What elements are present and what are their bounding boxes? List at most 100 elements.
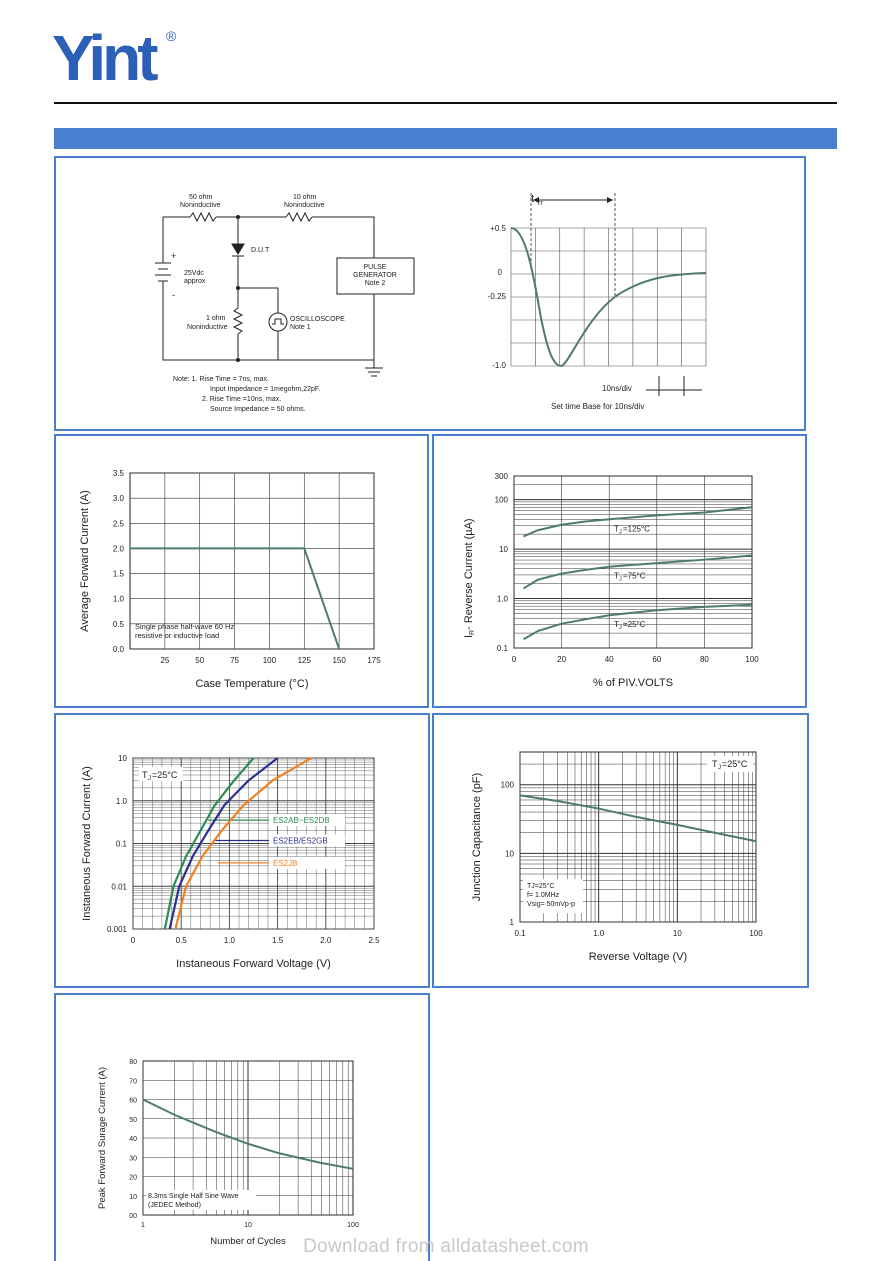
annotation-line2: resistive or inductive load	[135, 631, 219, 640]
y-axis-title-sub: R	[469, 630, 476, 635]
x-tick-label: 0	[512, 655, 517, 664]
y-tick-label: 300	[495, 472, 509, 481]
note-line1: Note: 1. Rise Time = 7ns, max.	[173, 376, 269, 383]
note-line-2: Vsig= 50mVp-p	[527, 901, 575, 908]
y-tick-label: 10	[505, 849, 514, 858]
r2-label: 10 ohm	[293, 194, 317, 201]
trr-panel: 50 ohm Noninductive 10 ohm Noninductive …	[54, 156, 806, 431]
x-tick-label: 1	[141, 1222, 145, 1229]
y-axis-title: Average Forward Current (A)	[79, 490, 91, 632]
trr-sub: rr	[538, 200, 543, 207]
surge-chart: 00 10 20 30 40 50 60 70 80 1 10 100 8.3ms Single Hal…	[97, 1059, 359, 1247]
legend-rest: =25°C	[722, 759, 748, 769]
x-tick-label: 100	[749, 929, 763, 938]
x-tick-label: 0.5	[176, 936, 188, 945]
y-axis-title-rest: - Reverse Current (µA)	[463, 518, 475, 629]
x-tick-label: 10	[673, 929, 682, 938]
x-tick-label: 40	[605, 655, 614, 664]
battery-sub: approx	[184, 278, 206, 285]
x-tick-label: 100	[263, 656, 277, 665]
tj-label-bg	[139, 767, 183, 781]
y-tick-label: 0.5	[113, 620, 125, 629]
y-tick-label: 0.001	[107, 925, 128, 934]
series-label-main-1: T	[614, 572, 619, 581]
y-tick-label: 10	[118, 754, 127, 763]
y-tick-label: 0.1	[497, 644, 509, 653]
trr-circuit-diagram: 50 ohm Noninductive 10 ohm Noninductive …	[155, 194, 415, 413]
notes-bg	[523, 879, 583, 914]
series-label-main-2: T	[614, 620, 619, 629]
y-tick-label: 1.0	[116, 797, 128, 806]
watermark: Download from alldatasheet.com	[303, 1236, 589, 1257]
series-line-2	[523, 603, 753, 641]
annotation-bg	[146, 1189, 256, 1210]
annotation-line1: 8.3ms Single Half Sine Wave	[148, 1193, 238, 1200]
series-line-1	[522, 554, 753, 590]
y-tick-label: 100	[495, 496, 509, 505]
y-tick-label: 2.5	[113, 519, 125, 528]
y-tick-label: 50	[129, 1117, 137, 1124]
r3-label: 1 ohm	[206, 315, 226, 322]
y-tick-label: 20	[129, 1175, 137, 1182]
x-tick-label: 50	[195, 656, 204, 665]
scope-label: OSCILLOSCOPE	[290, 316, 345, 323]
y-tick-label: 3.5	[113, 469, 125, 478]
y-tick-label: 60	[129, 1098, 137, 1105]
tj-label-rest: =25°C	[152, 770, 178, 780]
reverse-panel: 0 20 40 60 80 100 0.1 1.0 10 100 300 T J =125°C T J =75°…	[432, 434, 807, 708]
series-line-1	[168, 757, 279, 930]
y-axis-title-main: I	[463, 635, 475, 638]
series-label-bg-0	[269, 814, 345, 827]
legend-main: T	[712, 759, 718, 769]
series-label-rest-0: =125°C	[623, 524, 650, 533]
x-tick-label: 0.1	[514, 929, 526, 938]
x-tick-label: 75	[230, 656, 239, 665]
x-tick-label: 1.5	[272, 936, 284, 945]
note-line-1: f= 1.0MHz	[527, 892, 560, 899]
capacitance-panel: 0.1 1.0 10 100 1 10 100 T J =25°C TJ=25°C f= 1.0MHz…	[432, 713, 809, 988]
forward-panel: 0 0.5 1.0 1.5 2.0 2.5 0.001 0.01 0.1 1.0 10 T J =25°C…	[54, 713, 430, 988]
series-line-2	[174, 757, 312, 930]
y-tick-label: 1	[510, 918, 515, 927]
capacitance-chart: 0.1 1.0 10 100 1 10 100 T J =25°C TJ=25°C f= 1.0MHz…	[471, 751, 763, 963]
y-tick-label: 1.0	[113, 595, 125, 604]
derating-panel: 25 50 75 100 125 150 175 0.0 0.5 1.0 1.5 2.0 2.5 3.0 3…	[54, 434, 429, 708]
y-tick-label: 100	[501, 781, 515, 790]
y-tick-label: 0.1	[116, 840, 128, 849]
registered-mark: ®	[166, 28, 177, 44]
dut-label: D.U.T	[251, 247, 270, 254]
capacitance-curve	[519, 794, 757, 843]
legend-bg	[707, 756, 753, 772]
scope-sub: Note 1	[290, 324, 311, 331]
r2-sub: Noninductive	[284, 202, 325, 209]
series-label-rest-2: =25°C	[623, 620, 646, 629]
series-label-sub-1: J	[619, 577, 622, 583]
wave-y-label-2: -0.25	[488, 292, 507, 301]
x-tick-label: 175	[367, 656, 381, 665]
y-axis-title: Instaneous Forward Current (A)	[81, 766, 93, 921]
series-label-main-0: T	[614, 524, 619, 533]
pulse-gen-line3: Note 2	[365, 280, 386, 287]
trr-waveform: t rr +0.5 0 -0.25 -1.0 10ns/div Set time…	[488, 193, 707, 411]
battery-plus: +	[171, 251, 176, 261]
battery-label: 25Vdc	[184, 270, 204, 277]
section-band	[54, 128, 837, 149]
x-tick-label: 20	[557, 655, 566, 664]
battery-minus: -	[172, 290, 175, 300]
logo-graphic: Yint	[52, 22, 162, 94]
note-line2: Input Impedance = 1megohm,22pF.	[210, 386, 320, 393]
y-axis-title: Peak Forward Surage Current (A)	[97, 1067, 108, 1209]
x-axis-title: % of PIV.VOLTS	[593, 677, 673, 689]
pulse-gen-line1: PULSE	[364, 264, 387, 271]
wave-y-label-0: +0.5	[490, 224, 506, 233]
note-line4: Source Impedance = 50 ohms.	[210, 406, 306, 413]
x-axis-title: Case Temperature (°C)	[195, 678, 308, 690]
x-tick-label: 2.5	[368, 936, 380, 945]
wave-y-label-1: 0	[498, 268, 503, 277]
wave-y-label-3: -1.0	[492, 361, 506, 370]
y-tick-label: 10	[499, 545, 508, 554]
series-line-0	[163, 757, 255, 930]
x-tick-label: 150	[332, 656, 346, 665]
y-tick-label: 10	[129, 1194, 137, 1201]
trr-label: t	[531, 193, 534, 205]
